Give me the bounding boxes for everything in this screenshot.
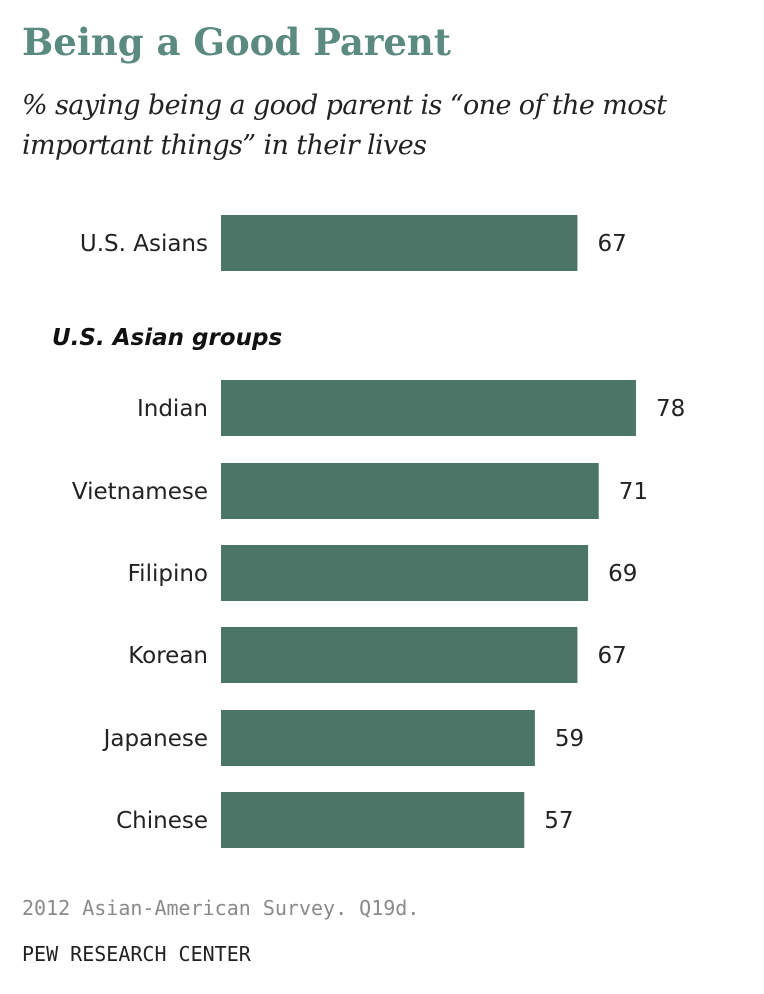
chart-subtitle: % saying being a good parent is “one of … <box>22 90 667 161</box>
bar-u-s-asians <box>221 215 578 271</box>
value-label-korean: 67 <box>597 643 626 669</box>
bar-japanese <box>221 710 535 766</box>
value-label-filipino: 69 <box>608 561 637 587</box>
bar-filipino <box>221 545 589 601</box>
value-label-u-s-asians: 67 <box>597 231 626 257</box>
survey-note: 2012 Asian-American Survey. Q19d. <box>22 896 420 920</box>
category-label-u-s-asians: U.S. Asians <box>80 231 208 257</box>
bar-indian <box>221 380 636 436</box>
category-label-filipino: Filipino <box>128 561 208 587</box>
value-label-japanese: 59 <box>555 726 584 752</box>
source-credit: PEW RESEARCH CENTER <box>22 942 251 966</box>
value-label-vietnamese: 71 <box>619 479 648 505</box>
bar-chinese <box>221 792 525 848</box>
category-label-vietnamese: Vietnamese <box>72 479 208 505</box>
bar-vietnamese <box>221 463 599 519</box>
category-label-korean: Korean <box>128 643 208 669</box>
category-label-japanese: Japanese <box>102 726 208 752</box>
value-label-chinese: 57 <box>544 808 573 834</box>
category-label-indian: Indian <box>137 396 208 422</box>
group-heading: U.S. Asian groups <box>52 325 282 351</box>
value-label-indian: 78 <box>656 396 685 422</box>
chart-title: Being a Good Parent <box>22 20 451 64</box>
bar-chart: U.S. Asians 67 U.S. Asian groups Indian 78 Vi… <box>52 215 685 848</box>
bar-korean <box>221 627 578 683</box>
category-label-chinese: Chinese <box>116 808 208 834</box>
